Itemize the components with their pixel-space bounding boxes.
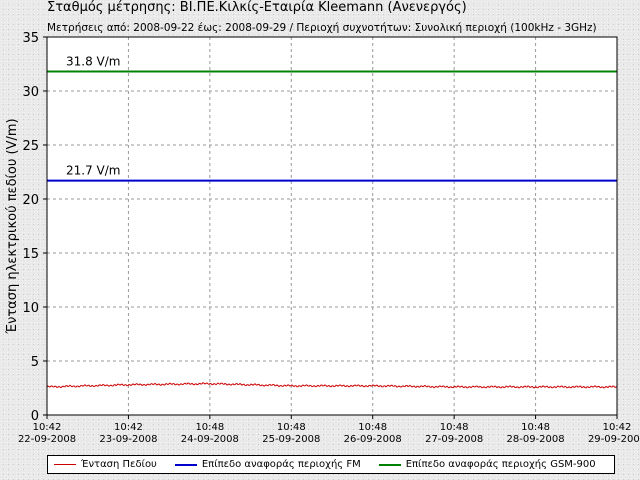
chart-title: Σταθμός μέτρησης: ΒΙ.ΠΕ.Κιλκίς-Εταιρία K… <box>47 0 467 15</box>
x-tick-date-1: 23-09-2008 <box>99 434 157 445</box>
x-tick-date-0: 22-09-2008 <box>18 434 76 445</box>
legend-label-fm: Επίπεδο αναφοράς περιοχής FM <box>201 459 361 470</box>
x-tick-date-6: 28-09-2008 <box>507 434 565 445</box>
y-axis-label: Ένταση ηλεκτρικού πεδίου (V/m) <box>5 118 20 334</box>
x-tick-date-5: 27-09-2008 <box>425 434 483 445</box>
legend-item-field: Ένταση Πεδίου <box>54 459 157 470</box>
legend-label-gsm: Επίπεδο αναφοράς περιοχής GSM-900 <box>405 459 596 470</box>
y-tick-label-35: 35 <box>22 31 39 46</box>
y-tick-label-30: 30 <box>22 85 39 100</box>
reference-label-fm: 21.7 V/m <box>66 164 120 178</box>
chart-subtitle: Μετρήσεις από: 2008-09-22 έως: 2008-09-2… <box>47 22 597 34</box>
plot-area <box>47 37 617 415</box>
legend-item-fm: Επίπεδο αναφοράς περιοχής FM <box>174 459 361 470</box>
y-tick-label-0: 0 <box>31 409 39 424</box>
x-tick-time-3: 10:48 <box>277 422 306 433</box>
y-tick-label-5: 5 <box>31 355 39 370</box>
x-tick-time-5: 10:48 <box>440 422 469 433</box>
legend-label-field: Ένταση Πεδίου <box>81 459 157 470</box>
legend-item-gsm: Επίπεδο αναφοράς περιοχής GSM-900 <box>378 459 596 470</box>
x-tick-time-6: 10:48 <box>521 422 550 433</box>
plot-frame <box>46 36 618 416</box>
y-tick-label-10: 10 <box>22 301 39 316</box>
chart-legend: Ένταση Πεδίου Επίπεδο αναφοράς περιοχής … <box>47 455 615 474</box>
x-tick-date-7: 29-09-2008 <box>588 434 640 445</box>
x-tick-date-2: 24-09-2008 <box>181 434 239 445</box>
y-tick-label-25: 25 <box>22 139 39 154</box>
x-tick-time-1: 10:42 <box>114 422 143 433</box>
x-tick-time-0: 10:42 <box>33 422 62 433</box>
x-tick-time-7: 10:42 <box>603 422 632 433</box>
y-tick-label-15: 15 <box>22 247 39 262</box>
x-tick-date-3: 25-09-2008 <box>262 434 320 445</box>
chart-canvas: 0510152025303510:4222-09-200810:4223-09-… <box>5 31 640 445</box>
x-tick-time-4: 10:48 <box>358 422 387 433</box>
legend-swatch-fm <box>174 463 197 466</box>
y-tick-label-20: 20 <box>22 193 39 208</box>
series-line-field <box>46 382 618 389</box>
reference-label-gsm: 31.8 V/m <box>66 55 120 69</box>
x-tick-time-2: 10:48 <box>195 422 224 433</box>
x-tick-date-4: 26-09-2008 <box>344 434 402 445</box>
legend-swatch-gsm <box>378 463 401 466</box>
legend-swatch-field <box>54 464 76 465</box>
